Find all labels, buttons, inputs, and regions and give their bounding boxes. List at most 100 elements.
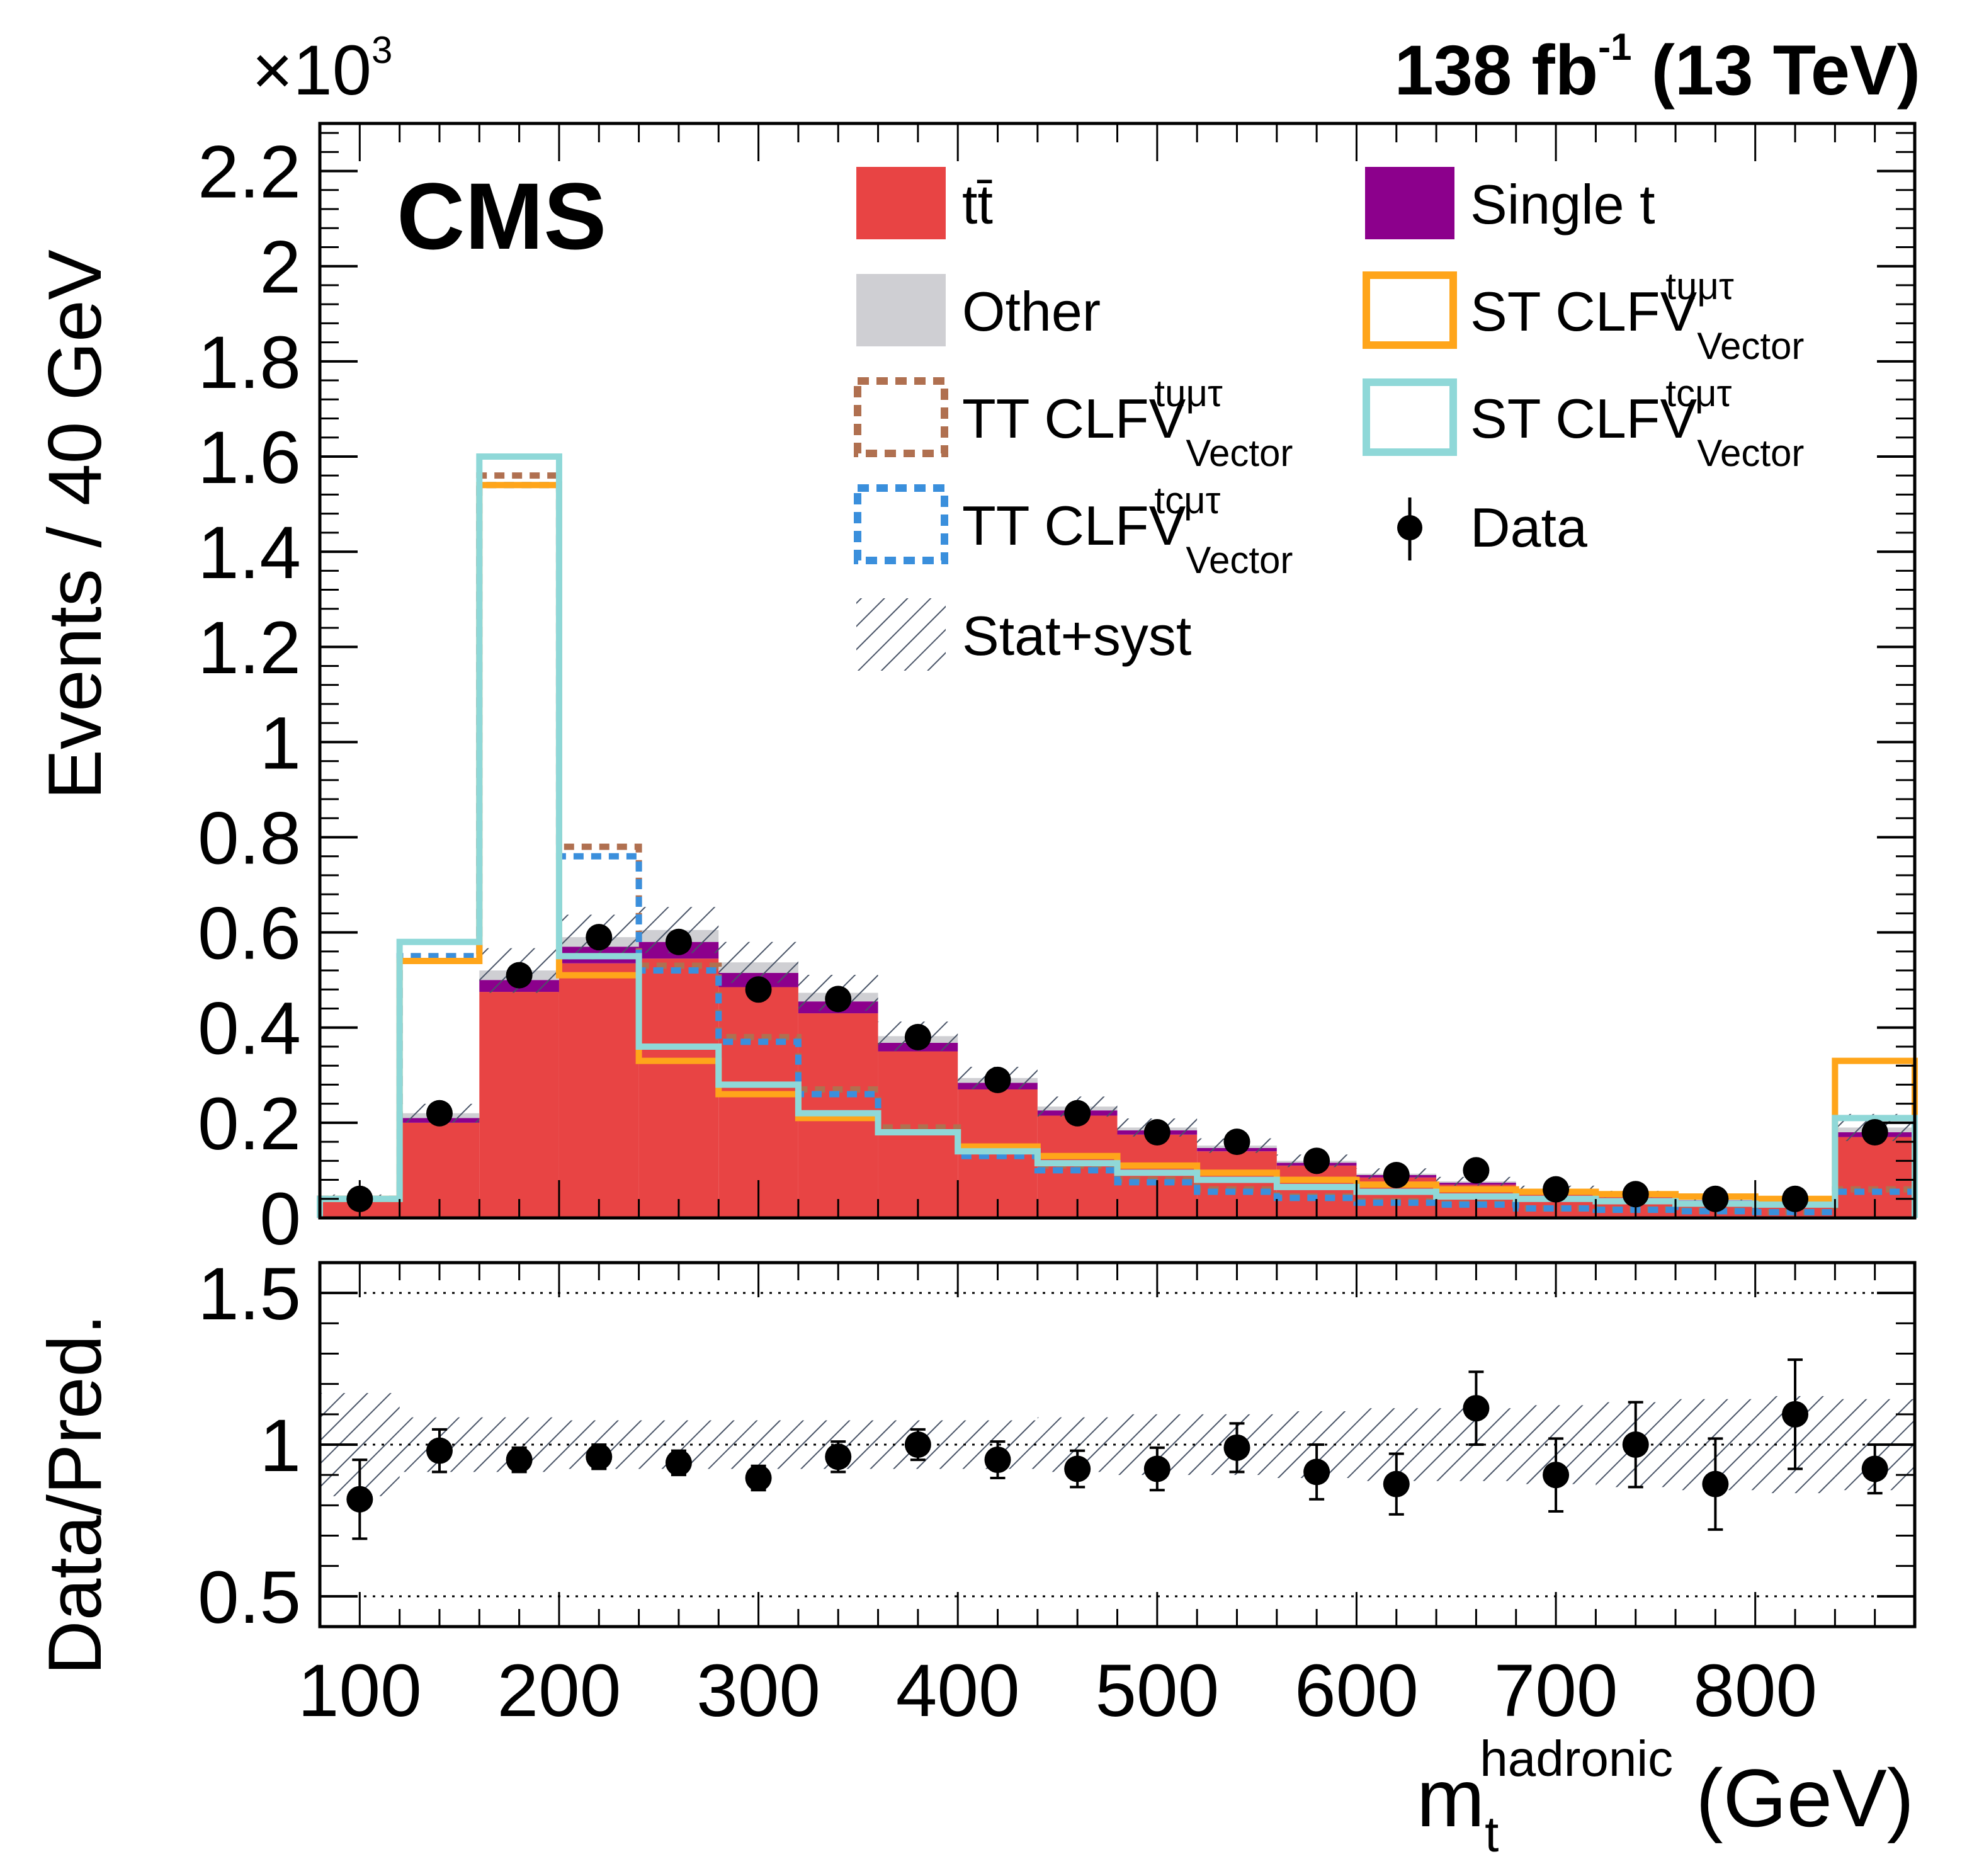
data-point-17 [1702,1185,1729,1212]
ratio-point-8 [984,1447,1011,1474]
ratio-point-2 [506,1447,533,1474]
x-tick-label-6: 700 [1494,1649,1618,1732]
bar-0-4 [638,958,719,1218]
ratio-point-17 [1702,1470,1729,1498]
ratio-tick-label-0: 0.5 [198,1556,301,1639]
ratio-point-16 [1622,1431,1649,1458]
y-axis-title: Events / 40 GeV [33,249,117,800]
main-ticks: 0 0.2 0.4 0.6 0.8 1 1.2 1.4 1.6 1.8 2 2.2 [198,123,1916,1261]
x-axis-title: mthadronic (GeV) [1417,1731,1914,1862]
data-point-5 [745,976,772,1003]
y-tick-label-6: 1.2 [198,606,301,690]
legend-data-marker [1397,515,1422,540]
y-tick-label-9: 1.8 [198,321,301,404]
legend-swatch-tt-tc [854,484,948,564]
y-tick-label-0: 0 [259,1178,301,1261]
data-point-9 [1064,1100,1091,1127]
ratio-ticks: 0.5 1 1.5 100 200 300 400 500 600 700 800 [198,1253,1916,1732]
x-tick-label-5: 600 [1295,1649,1419,1732]
ratio-point-6 [825,1443,852,1470]
x-tick-label-0: 100 [298,1649,422,1732]
data-point-7 [904,1023,931,1050]
ratio-panel: 0.5 1 1.5 100 200 300 400 500 600 700 800 [198,1253,1917,1732]
ratio-point-15 [1543,1462,1570,1489]
data-point-2 [506,962,533,989]
ratio-tick-label-1: 1 [259,1404,301,1487]
ratio-point-13 [1383,1470,1410,1498]
data-point-6 [825,986,852,1013]
exponent-label: ×103 [252,29,392,110]
cms-label: CMS [397,163,606,269]
legend-swatch-st-tc [1363,378,1457,456]
x-tick-label-1: 200 [497,1649,621,1732]
legend-swatch-single-t [1365,167,1454,239]
y-tick-label-11: 2.2 [198,131,301,214]
legend-label-st-tc: ST CLFVVectortcμτ [1470,372,1804,474]
legend: tt̄ Single t Other ST CLFVVectortuμτ TT … [854,167,1804,671]
data-point-3 [586,924,613,951]
legend-label-unc: Stat+syst [962,605,1191,667]
legend-label-other: Other [962,280,1101,343]
y-tick-label-3: 0.6 [198,892,301,975]
y-tick-label-10: 2 [259,226,301,309]
y-tick-label-5: 1 [259,702,301,785]
ratio-tick-label-2: 1.5 [198,1253,301,1336]
ratio-point-11 [1223,1434,1250,1461]
legend-label-st-tu: ST CLFVVectortuμτ [1470,265,1804,367]
data-point-16 [1622,1181,1649,1208]
y-tick-label-1: 0.2 [198,1083,301,1166]
data-point-1 [426,1100,453,1127]
ratio-point-18 [1782,1401,1809,1428]
y-tick-label-7: 1.4 [198,511,301,594]
data-point-13 [1383,1161,1410,1188]
ratio-reference-lines [320,1292,1915,1598]
y-tick-label-2: 0.4 [198,987,301,1071]
ratio-point-10 [1143,1455,1171,1482]
bar-0-2 [479,992,559,1218]
legend-swatch-other [856,274,946,346]
data-point-12 [1303,1147,1330,1174]
data-point-11 [1223,1128,1250,1156]
unc-band-5 [718,941,798,983]
legend-label-data: Data [1470,496,1587,559]
legend-label-ttbar: tt̄ [962,173,993,236]
ratio-point-12 [1303,1458,1330,1486]
data-point-18 [1782,1185,1809,1212]
ratio-point-5 [745,1464,772,1491]
legend-swatch-st-tu [1363,271,1457,349]
data-point-14 [1463,1157,1490,1184]
legend-label-tt-tu: TT CLFVVectortuμτ [962,372,1293,474]
legend-swatch-tt-tu [854,377,948,457]
x-tick-label-3: 400 [896,1649,1020,1732]
y-tick-label-8: 1.6 [198,416,301,499]
main-panel: 0 0.2 0.4 0.6 0.8 1 1.2 1.4 1.6 1.8 2 2.2 CMS [198,122,1918,1261]
ratio-point-19 [1861,1455,1888,1482]
y-tick-label-4: 0.8 [198,797,301,880]
lumi-label: 138 fb-1 (13 TeV) [1394,26,1920,110]
ratio-point-9 [1064,1455,1091,1482]
x-tick-label-7: 800 [1693,1649,1817,1732]
ratio-point-14 [1463,1395,1490,1422]
legend-swatch-unc [856,598,946,671]
ratio-point-3 [586,1443,613,1470]
data-point-4 [665,928,692,955]
ratio-y-axis-title: Data/Pred. [33,1314,117,1675]
legend-label-tt-tc: TT CLFVVectortcμτ [962,479,1293,581]
x-tick-label-2: 300 [696,1649,820,1732]
data-points [346,924,1888,1212]
data-point-8 [984,1066,1011,1093]
ratio-point-7 [904,1431,931,1458]
ratio-unc-band-5 [718,1420,798,1469]
ratio-points [346,1358,1888,1540]
legend-swatch-ttbar [856,167,946,239]
ratio-point-4 [665,1449,692,1476]
data-point-19 [1861,1118,1888,1145]
x-tick-label-4: 500 [1095,1649,1219,1732]
bar-0-5 [718,987,798,1218]
ratio-point-1 [426,1437,453,1464]
bar-0-3 [558,963,639,1218]
data-point-10 [1143,1118,1171,1145]
legend-label-single-t: Single t [1470,173,1655,236]
ratio-point-0 [346,1486,373,1513]
